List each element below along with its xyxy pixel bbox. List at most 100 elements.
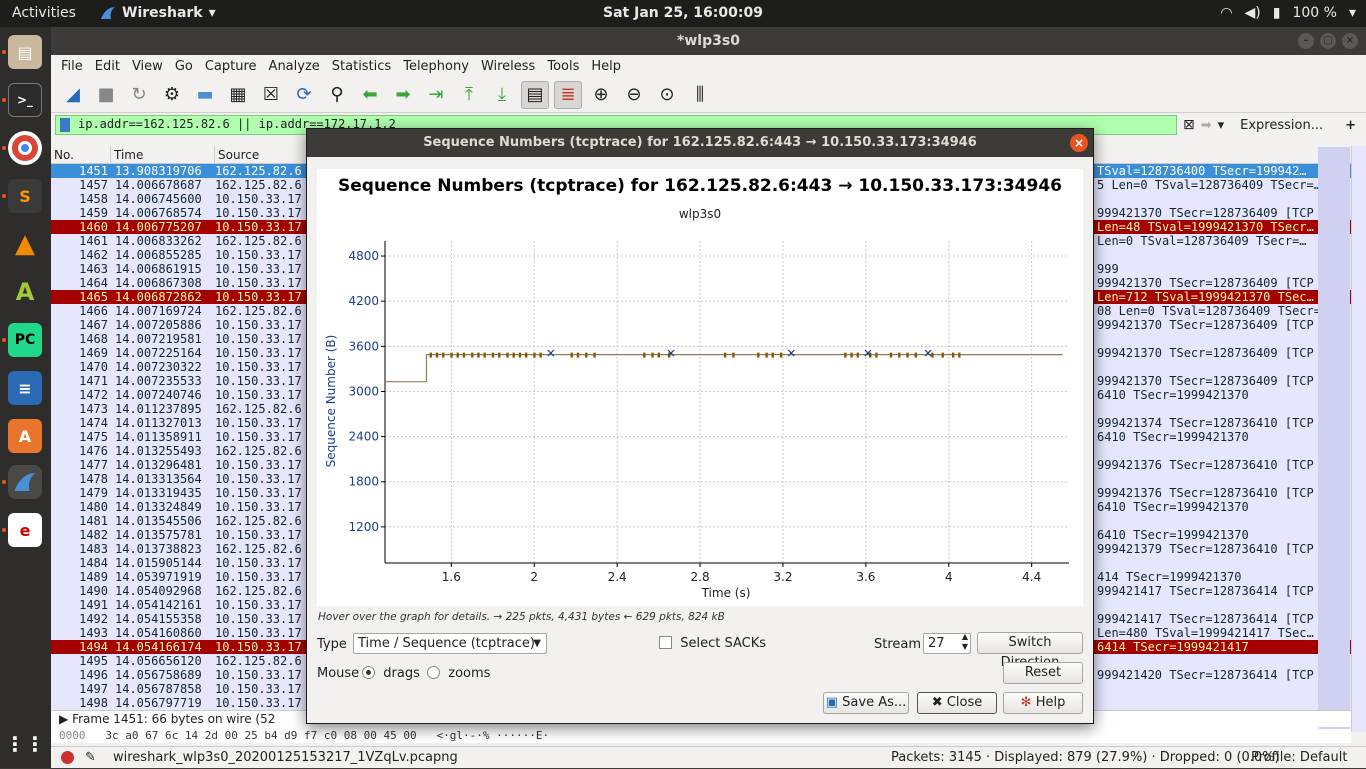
apply-filter-icon[interactable]: ➡ (1200, 117, 1212, 133)
help-button[interactable]: ✻ Help (1003, 692, 1083, 714)
start-capture-icon[interactable]: ◢ (66, 84, 80, 105)
column-time[interactable]: Time (111, 146, 215, 163)
close-file-icon[interactable]: ☒ (262, 84, 280, 105)
go-forward-icon[interactable]: ➡ (395, 84, 411, 105)
maximize-icon[interactable]: □ (1320, 33, 1336, 49)
files-icon[interactable]: ▤ (8, 35, 42, 69)
menu-telephony[interactable]: Telephony (403, 58, 469, 74)
segment-mark (429, 352, 432, 358)
graph-type-select[interactable]: Time / Sequence (tcptrace) ▼ (353, 633, 547, 654)
menu-wireless[interactable]: Wireless (480, 58, 536, 74)
expert-info-icon[interactable] (61, 751, 74, 764)
x-tick-label: 1.6 (442, 570, 461, 584)
colorize-icon[interactable]: ≣ (554, 80, 582, 109)
evince-icon[interactable]: e (8, 513, 42, 547)
go-first-packet-icon[interactable]: ⤒ (465, 84, 473, 105)
vlc-icon[interactable]: ▲ (15, 229, 35, 259)
checkbox-box[interactable] (659, 636, 672, 649)
expand-arrow-icon[interactable]: ▶ (59, 712, 69, 726)
go-back-icon[interactable]: ⬅ (362, 84, 378, 105)
packet-time: 14.013575781 (115, 528, 202, 542)
writer-icon[interactable]: ≡ (8, 371, 42, 405)
capture-comment-icon[interactable]: ✎ (85, 750, 96, 765)
menu-view[interactable]: View (131, 58, 163, 74)
software-center-icon[interactable]: A (8, 419, 42, 453)
pycharm-icon[interactable]: PC (8, 323, 42, 357)
packet-minimap[interactable] (1318, 147, 1350, 731)
packet-number: 1457 (79, 178, 108, 192)
sublime-text-icon[interactable]: S (8, 179, 42, 213)
running-indicator (2, 98, 6, 102)
menu-analyze[interactable]: Analyze (268, 58, 320, 74)
menu-capture[interactable]: Capture (204, 58, 257, 74)
spin-arrows-icon[interactable]: ▲ ▼ (961, 632, 968, 651)
file-set-icon[interactable]: ▦ (229, 84, 247, 105)
sequence-graph[interactable]: Sequence Numbers (tcptrace) for 162.125.… (317, 169, 1083, 606)
zoom-in-icon[interactable]: ⊕ (593, 84, 609, 105)
find-packet-icon[interactable]: ⚲ (330, 84, 344, 105)
save-as-button[interactable]: ▣ Save As... (823, 692, 909, 714)
segment-mark (914, 352, 918, 358)
column-no[interactable]: No. (51, 146, 111, 163)
go-to-packet-icon[interactable]: ⇥ (428, 84, 444, 105)
resize-columns-icon[interactable]: ⫼ (695, 84, 705, 105)
close-button[interactable]: ✖ Close (917, 692, 997, 714)
mouse-drags-radio[interactable]: drags (362, 666, 420, 681)
frame-summary[interactable]: Frame 1451: 66 bytes on wire (52 (72, 712, 276, 726)
packet-source: 10.150.33.17 (215, 528, 302, 542)
radio-button[interactable] (362, 666, 375, 679)
packet-source: 10.150.33.17 (215, 206, 302, 220)
wireshark-dock-icon[interactable] (8, 465, 42, 499)
segment-mark (951, 352, 955, 358)
stream-spinbox[interactable]: 27 ▲ ▼ (923, 632, 971, 654)
filter-history-icon[interactable]: ▾ (1217, 117, 1225, 133)
stop-capture-icon[interactable]: ■ (97, 84, 115, 105)
menu-help[interactable]: Help (591, 58, 622, 74)
show-applications-icon[interactable]: ⋮⋮ (5, 732, 45, 756)
menu-file[interactable]: File (61, 58, 83, 74)
chrome-icon[interactable] (8, 131, 42, 165)
restart-capture-icon[interactable]: ↻ (131, 84, 147, 105)
bookmark-icon[interactable] (60, 118, 70, 132)
chart-axes (384, 241, 1069, 564)
packet-source: 10.150.33.17 (215, 472, 302, 486)
reset-button[interactable]: Reset (1003, 662, 1083, 684)
menu-edit[interactable]: Edit (94, 58, 120, 74)
minimize-icon[interactable]: – (1298, 33, 1314, 49)
menu-go[interactable]: Go (174, 58, 193, 74)
app-menu[interactable]: Wireshark ▾ (100, 5, 216, 21)
menu-statistics[interactable]: Statistics (331, 58, 392, 74)
close-window-icon[interactable]: × (1342, 33, 1358, 49)
zoom-normal-icon[interactable]: ⊙ (659, 84, 675, 105)
mouse-zooms-radio[interactable]: zooms (427, 666, 490, 681)
profile-indicator[interactable]: Profile: Default (1251, 750, 1348, 765)
system-tray[interactable]: ◠ ◀) ▮ 100 % ▾ (1220, 5, 1356, 21)
activities-button[interactable]: Activities (12, 5, 76, 21)
clear-filter-icon[interactable]: ⊠ (1182, 117, 1195, 133)
bytes-hex[interactable]: 3c a0 67 6c 14 2d 00 25 b4 d9 f7 c0 08 0… (105, 729, 417, 742)
open-file-icon[interactable]: ▬ (196, 84, 214, 105)
radio-button[interactable] (427, 666, 440, 679)
menu-tools[interactable]: Tools (547, 58, 580, 74)
running-indicator (2, 528, 6, 532)
packet-source: 10.150.33.17 (215, 682, 302, 696)
running-indicator (2, 480, 6, 484)
go-last-packet-icon[interactable]: ⤓ (498, 84, 506, 105)
zoom-out-icon[interactable]: ⊖ (626, 84, 642, 105)
clock[interactable]: Sat Jan 25, 16:00:09 (603, 5, 763, 21)
terminal-icon[interactable]: >_ (8, 83, 42, 117)
dialog-close-icon[interactable]: × (1070, 134, 1088, 152)
expression-button[interactable]: Expression... (1240, 117, 1324, 133)
select-sacks-checkbox[interactable]: Select SACKs (659, 636, 766, 651)
sequence-graph-svg[interactable]: Sequence Numbers (tcptrace) for 162.125.… (317, 169, 1083, 606)
switch-direction-button[interactable]: Switch Direction (977, 632, 1083, 670)
android-studio-icon[interactable]: A (15, 278, 35, 306)
segment-mark (889, 352, 893, 358)
auto-scroll-icon[interactable]: ▤ (521, 80, 549, 109)
segment-mark (435, 352, 439, 358)
capture-options-icon[interactable]: ⚙ (163, 84, 181, 105)
add-filter-button[interactable]: + (1345, 117, 1356, 133)
reload-file-icon[interactable]: ⟳ (296, 84, 312, 105)
bytes-ascii[interactable]: <·gl·-·% ······E· (436, 729, 550, 742)
packet-list-scrollbar[interactable] (1351, 146, 1366, 732)
